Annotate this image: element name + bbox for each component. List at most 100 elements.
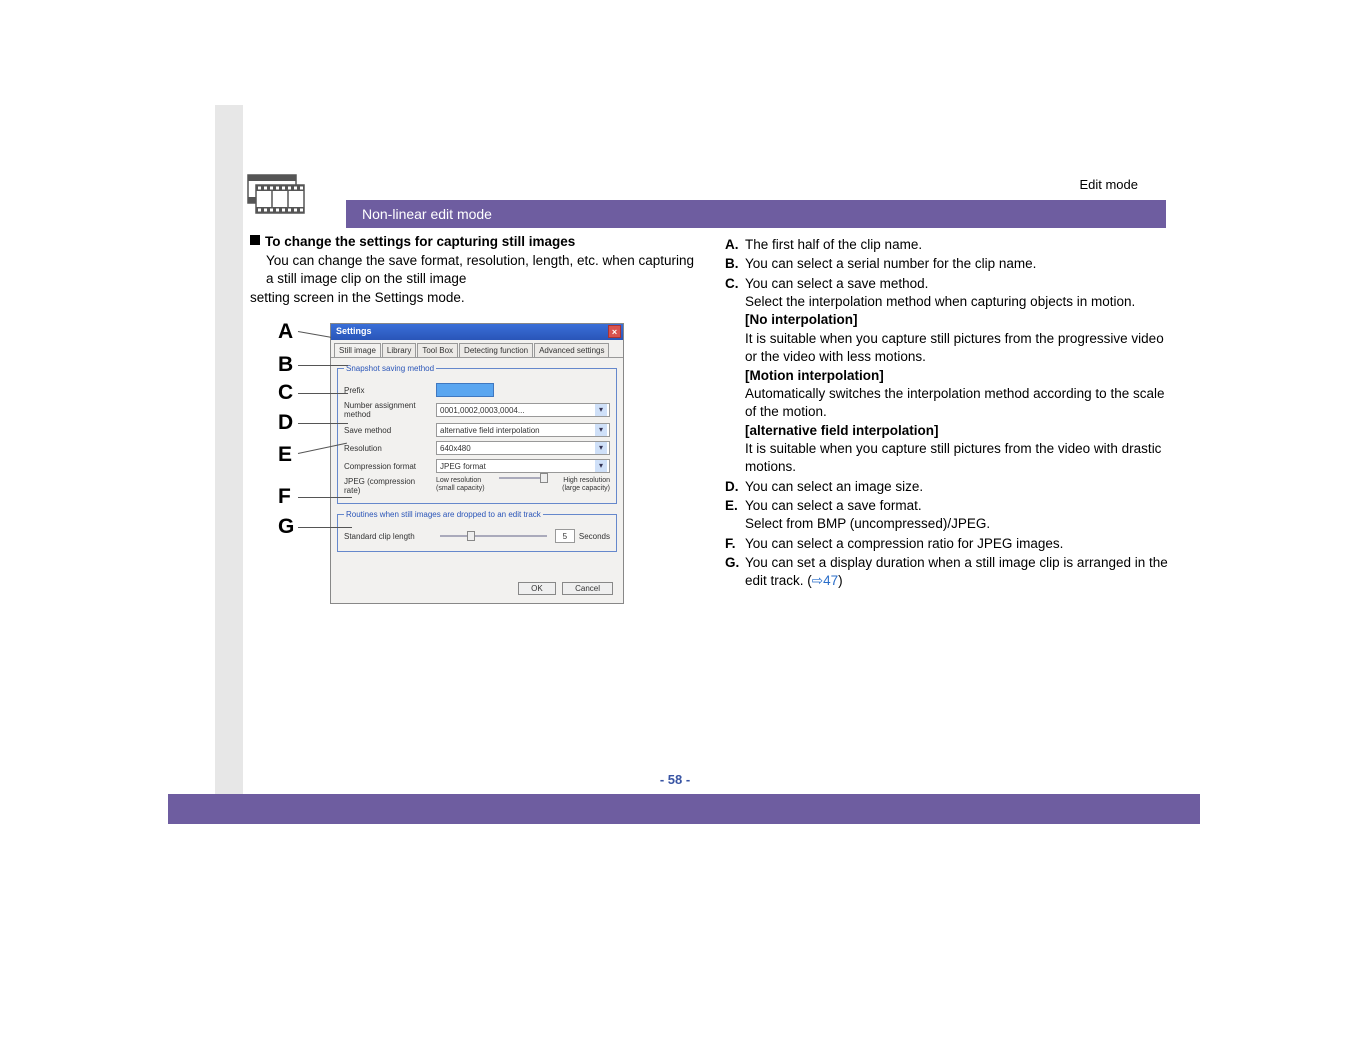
snapshot-fieldset: Snapshot saving method Prefix Number ass… (337, 364, 617, 504)
numassign-value: 0001,0002,0003,0004... (440, 406, 525, 415)
stdlen-value: 5 (563, 532, 567, 541)
resolution-select[interactable]: 640x480 (436, 441, 610, 455)
dialog-titlebar: Settings × (331, 324, 623, 340)
leader-line (298, 365, 348, 366)
jpeg-low-label: Low resolution (small capacity) (436, 477, 491, 492)
callout-letter-c: C (278, 381, 293, 405)
cancel-button[interactable]: Cancel (562, 582, 613, 595)
filmstrip-icon (240, 169, 312, 221)
stdlen-label: Standard clip length (344, 532, 432, 541)
vertical-sidebar-bar (215, 105, 243, 805)
right-list-item: C.You can select a save method.Select th… (725, 275, 1171, 477)
prefix-label: Prefix (344, 386, 432, 395)
stdlen-slider[interactable] (440, 535, 547, 537)
right-item-letter: D. (725, 478, 745, 496)
left-body-text: You can change the save format, resoluti… (250, 252, 700, 289)
right-item-line: You can select a compression ratio for J… (745, 535, 1171, 553)
square-bullet-icon (250, 235, 260, 245)
prefix-input[interactable] (436, 383, 494, 397)
right-item-bold: [Motion interpolation] (745, 367, 1171, 385)
left-heading: To change the settings for capturing sti… (250, 234, 700, 249)
slider-thumb-icon[interactable] (467, 531, 475, 541)
right-item-body: You can select a compression ratio for J… (745, 535, 1171, 553)
numassign-label: Number assignment method (344, 401, 432, 419)
right-item-letter: B. (725, 255, 745, 273)
right-item-line: Automatically switches the interpolation… (745, 385, 1171, 422)
routines-legend: Routines when still images are dropped t… (344, 510, 543, 519)
right-item-bold: [No interpolation] (745, 311, 1171, 329)
savemethod-select[interactable]: alternative field interpolation (436, 423, 610, 437)
callout-letter-d: D (278, 411, 293, 435)
leader-line (298, 527, 352, 528)
savemethod-label: Save method (344, 426, 432, 435)
right-column: A.The first half of the clip name.B.You … (725, 236, 1171, 592)
stdlen-input[interactable]: 5 (555, 529, 575, 543)
dialog-tabs: Still image Library Tool Box Detecting f… (331, 340, 623, 358)
right-list-item: F.You can select a compression ratio for… (725, 535, 1171, 553)
leader-line (298, 423, 348, 424)
right-item-letter: G. (725, 554, 745, 591)
tab-library[interactable]: Library (382, 343, 416, 357)
right-item-body: You can select an image size. (745, 478, 1171, 496)
footer-purple-bar (168, 794, 1200, 824)
tab-toolbox[interactable]: Tool Box (417, 343, 458, 357)
dialog-buttons: OK Cancel (331, 576, 623, 603)
right-list-item: E.You can select a save format.Select fr… (725, 497, 1171, 534)
numassign-select[interactable]: 0001,0002,0003,0004... (436, 403, 610, 417)
right-item-body: You can select a save format.Select from… (745, 497, 1171, 534)
right-item-line: Select the interpolation method when cap… (745, 293, 1171, 311)
compression-select[interactable]: JPEG format (436, 459, 610, 473)
compression-label: Compression format (344, 462, 432, 471)
callout-letter-e: E (278, 443, 292, 467)
tab-still-image[interactable]: Still image (334, 343, 381, 357)
jpeg-high-label: High resolution (large capacity) (555, 477, 610, 492)
callout-letter-f: F (278, 485, 291, 509)
right-item-bold: [alternative field interpolation] (745, 422, 1171, 440)
resolution-label: Resolution (344, 444, 432, 453)
jpeg-slider[interactable] (499, 477, 547, 479)
settings-dialog: Settings × Still image Library Tool Box … (330, 323, 624, 604)
resolution-value: 640x480 (440, 444, 471, 453)
right-list-item: A.The first half of the clip name. (725, 236, 1171, 254)
right-item-letter: A. (725, 236, 745, 254)
right-item-line: You can select a serial number for the c… (745, 255, 1171, 273)
section-title-bar: Non-linear edit mode (346, 200, 1166, 228)
page-container: Edit mode Non-linear edit mode To change… (150, 105, 1200, 825)
callout-letter-a: A (278, 320, 293, 344)
callout-letter-g: G (278, 515, 294, 539)
slider-thumb-icon[interactable] (540, 473, 548, 483)
right-list-item: D.You can select an image size. (725, 478, 1171, 496)
right-item-line: You can select a save format. (745, 497, 1171, 515)
snapshot-legend: Snapshot saving method (344, 364, 436, 373)
right-list-item: G.You can set a display duration when a … (725, 554, 1171, 591)
left-heading-text: To change the settings for capturing sti… (265, 234, 575, 249)
right-item-line: You can set a display duration when a st… (745, 554, 1171, 591)
compression-value: JPEG format (440, 462, 486, 471)
left-body-text-2: setting screen in the Settings mode. (250, 289, 700, 307)
jpeg-rate-label: JPEG (compression rate) (344, 477, 432, 495)
right-item-body: You can set a display duration when a st… (745, 554, 1171, 591)
dialog-wrap: A B C D E F G Settings × Still image (284, 323, 700, 604)
callout-letter-b: B (278, 353, 293, 377)
leader-line (298, 497, 352, 498)
right-item-body: You can select a save method.Select the … (745, 275, 1171, 477)
stdlen-unit: Seconds (579, 532, 610, 541)
savemethod-value: alternative field interpolation (440, 426, 540, 435)
routines-fieldset: Routines when still images are dropped t… (337, 510, 617, 552)
right-item-letter: E. (725, 497, 745, 534)
tab-advanced[interactable]: Advanced settings (534, 343, 609, 357)
cross-ref-link[interactable]: ⇨47 (812, 573, 838, 588)
right-item-line: You can select a save method. (745, 275, 1171, 293)
right-item-line: Select from BMP (uncompressed)/JPEG. (745, 515, 1171, 533)
page-number: - 58 - (150, 772, 1200, 787)
right-item-line: The first half of the clip name. (745, 236, 1171, 254)
ok-button[interactable]: OK (518, 582, 556, 595)
close-icon[interactable]: × (608, 325, 621, 338)
tab-detecting[interactable]: Detecting function (459, 343, 533, 357)
right-item-line: It is suitable when you capture still pi… (745, 440, 1171, 477)
right-item-letter: C. (725, 275, 745, 477)
right-item-letter: F. (725, 535, 745, 553)
spacer (498, 383, 610, 397)
right-item-body: The first half of the clip name. (745, 236, 1171, 254)
right-item-body: You can select a serial number for the c… (745, 255, 1171, 273)
